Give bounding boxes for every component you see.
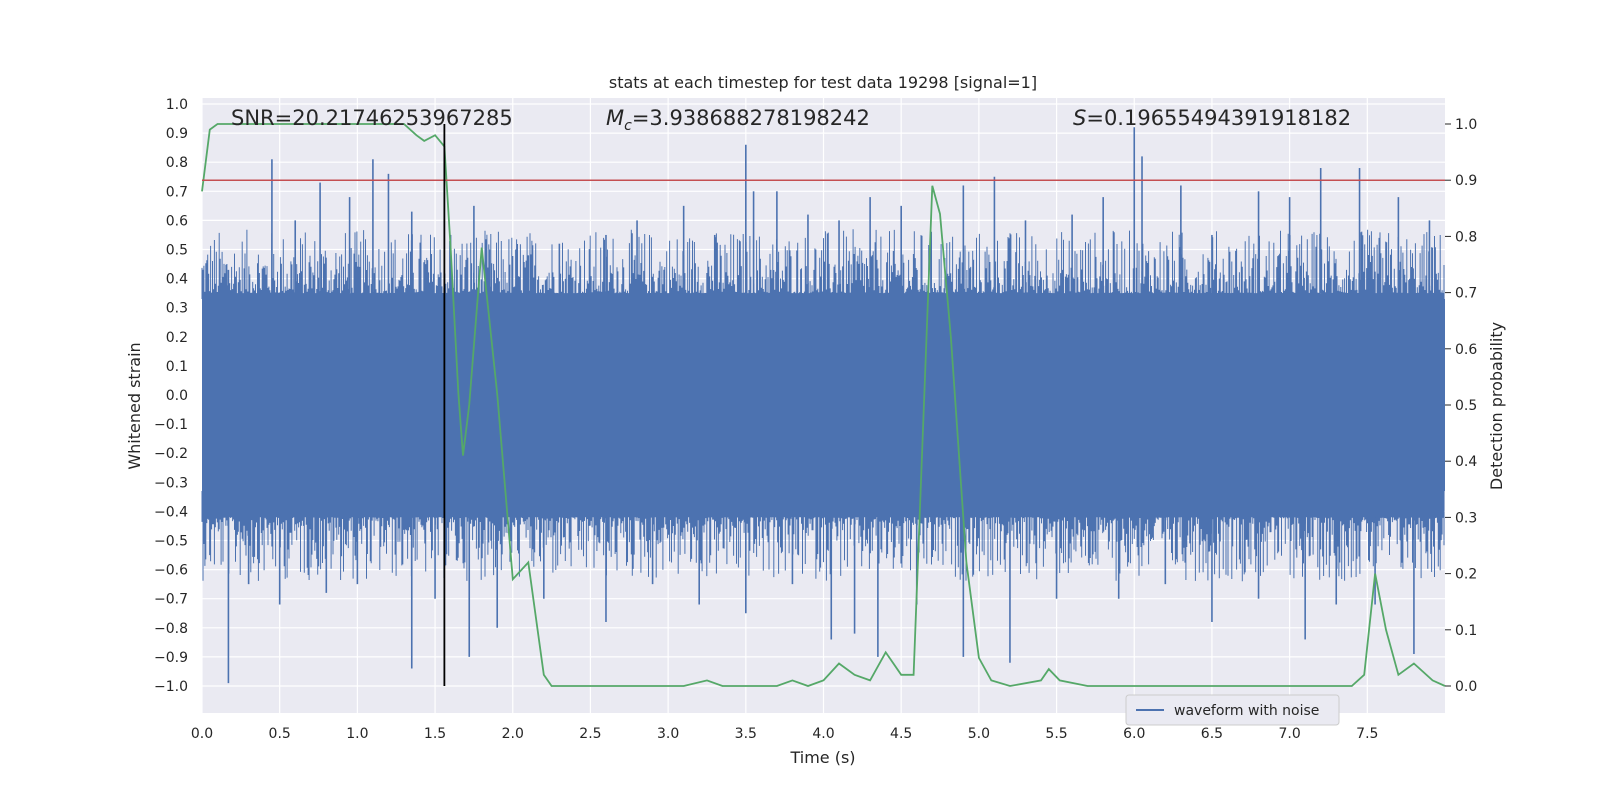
y-tick-label: 0.5 bbox=[166, 243, 188, 259]
y-tick-label: −0.7 bbox=[154, 592, 188, 608]
y2-tick-label: 0.5 bbox=[1455, 398, 1477, 414]
x-tick-label: 7.5 bbox=[1356, 726, 1378, 742]
y-axis-label: Whitened strain bbox=[125, 342, 144, 469]
x-tick-label: 1.5 bbox=[424, 726, 446, 742]
x-tick-label: 4.5 bbox=[890, 726, 912, 742]
chart-title: stats at each timestep for test data 192… bbox=[609, 73, 1037, 92]
waveform-core-band bbox=[202, 298, 1445, 492]
y-tick-label: 0.6 bbox=[166, 213, 188, 229]
y-tick-label: 0.1 bbox=[166, 359, 188, 375]
x-tick-label: 0.5 bbox=[269, 726, 291, 742]
y-tick-label: −0.2 bbox=[154, 446, 188, 462]
y-tick-label: −1.0 bbox=[154, 679, 188, 695]
y-tick-label: 0.9 bbox=[166, 126, 188, 142]
y-tick-label: 0.3 bbox=[166, 301, 188, 317]
snr-annotation: SNR=20.21746253967285 bbox=[231, 106, 513, 130]
tick-labels: 0.0 0.5 1.0 1.5 2.0 2.5 3.0 3.5 4.0 4.5 5.0 5.5 6.0 6… bbox=[154, 97, 1477, 742]
y2-tick-label: 0.7 bbox=[1455, 286, 1477, 302]
y2-tick-label: 0.4 bbox=[1455, 454, 1477, 470]
y-tick-label: −0.4 bbox=[154, 504, 188, 520]
legend-box bbox=[1125, 694, 1340, 726]
y2-tick-label: 0.0 bbox=[1455, 679, 1477, 695]
y-tick-label: 0.0 bbox=[166, 388, 188, 404]
y2-tick-label: 0.2 bbox=[1455, 567, 1477, 583]
s-value: =0.19655494391918182 bbox=[1086, 106, 1351, 130]
x-tick-label: 2.5 bbox=[579, 726, 601, 742]
y2-tick-label: 0.1 bbox=[1455, 623, 1477, 639]
y-tick-label: −0.1 bbox=[154, 417, 188, 433]
y-tick-label: −0.6 bbox=[154, 563, 188, 579]
y-tick-label: −0.5 bbox=[154, 534, 188, 550]
y2-tick-label: 1.0 bbox=[1455, 117, 1477, 133]
s-annotation: S=0.19655494391918182 bbox=[1073, 106, 1351, 130]
y-tick-label: −0.9 bbox=[154, 650, 188, 666]
s-symbol: S bbox=[1073, 106, 1086, 130]
mc-symbol: M bbox=[606, 106, 624, 130]
y-tick-label: −0.3 bbox=[154, 475, 188, 491]
mc-annotation: Mc=3.938688278198242 bbox=[606, 106, 870, 134]
legend-label-waveform: waveform with noise bbox=[1174, 703, 1319, 719]
legend: waveform with noise bbox=[1125, 694, 1340, 726]
y-tick-label: 0.8 bbox=[166, 155, 188, 171]
x-tick-label: 3.0 bbox=[657, 726, 679, 742]
y2-tick-label: 0.6 bbox=[1455, 342, 1477, 358]
mc-value: =3.938688278198242 bbox=[632, 106, 870, 130]
x-tick-label: 4.0 bbox=[812, 726, 834, 742]
reference-lines bbox=[202, 124, 1445, 686]
y2-axis-label: Detection probability bbox=[1487, 322, 1506, 490]
y2-tick-label: 0.8 bbox=[1455, 229, 1477, 245]
x-tick-label: 2.0 bbox=[502, 726, 524, 742]
y-tick-label: 0.2 bbox=[166, 330, 188, 346]
y2-tick-label: 0.9 bbox=[1455, 173, 1477, 189]
x-tick-label: 1.0 bbox=[346, 726, 368, 742]
y-tick-label: 0.7 bbox=[166, 184, 188, 200]
x-tick-label: 5.0 bbox=[968, 726, 990, 742]
x-tick-label: 6.0 bbox=[1123, 726, 1145, 742]
mc-subscript: c bbox=[624, 118, 632, 134]
y-tick-label: −0.8 bbox=[154, 621, 188, 637]
waveform-lower-noise bbox=[201, 491, 1445, 582]
y2-tick-label: 0.3 bbox=[1455, 510, 1477, 526]
x-tick-label: 0.0 bbox=[191, 726, 213, 742]
x-tick-label: 6.5 bbox=[1201, 726, 1223, 742]
x-tick-label: 7.0 bbox=[1278, 726, 1300, 742]
y-tick-label: 1.0 bbox=[166, 97, 188, 113]
y-tick-label: 0.4 bbox=[166, 272, 188, 288]
x-tick-label: 3.5 bbox=[735, 726, 757, 742]
x-tick-label: 5.5 bbox=[1045, 726, 1067, 742]
waveform-series bbox=[201, 127, 1445, 684]
x-axis-label: Time (s) bbox=[789, 748, 855, 767]
